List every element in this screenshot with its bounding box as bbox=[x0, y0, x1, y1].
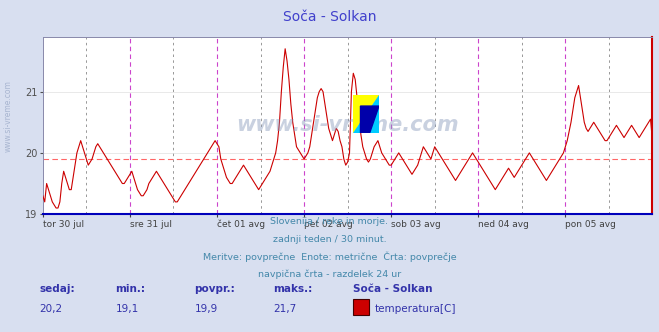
Text: Soča - Solkan: Soča - Solkan bbox=[353, 284, 432, 294]
Text: www.si-vreme.com: www.si-vreme.com bbox=[3, 80, 13, 152]
Text: sedaj:: sedaj: bbox=[40, 284, 75, 294]
Polygon shape bbox=[353, 95, 379, 133]
Text: www.si-vreme.com: www.si-vreme.com bbox=[237, 115, 459, 135]
Text: povpr.:: povpr.: bbox=[194, 284, 235, 294]
Text: navpična črta - razdelek 24 ur: navpična črta - razdelek 24 ur bbox=[258, 269, 401, 279]
Text: maks.:: maks.: bbox=[273, 284, 313, 294]
Text: Soča - Solkan: Soča - Solkan bbox=[283, 10, 376, 24]
Text: zadnji teden / 30 minut.: zadnji teden / 30 minut. bbox=[273, 235, 386, 244]
Text: temperatura[C]: temperatura[C] bbox=[374, 304, 456, 314]
Text: min.:: min.: bbox=[115, 284, 146, 294]
Text: 21,7: 21,7 bbox=[273, 304, 297, 314]
Polygon shape bbox=[353, 95, 379, 133]
Text: Meritve: povprečne  Enote: metrične  Črta: povprečje: Meritve: povprečne Enote: metrične Črta:… bbox=[203, 252, 456, 263]
Text: 19,9: 19,9 bbox=[194, 304, 217, 314]
Text: Slovenija / reke in morje.: Slovenija / reke in morje. bbox=[270, 217, 389, 226]
Text: 20,2: 20,2 bbox=[40, 304, 63, 314]
Polygon shape bbox=[360, 106, 379, 133]
Text: 19,1: 19,1 bbox=[115, 304, 138, 314]
